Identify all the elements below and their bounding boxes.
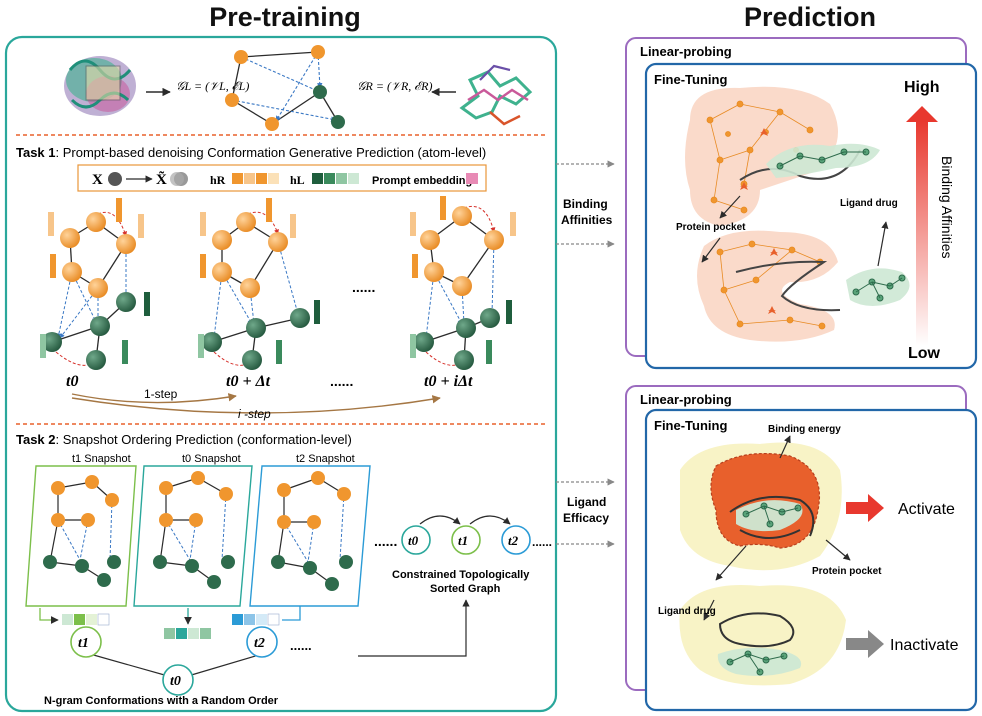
i-step-arrow [71, 395, 441, 414]
i-step-label: i -step [238, 407, 271, 421]
snapshot-label-t0: t0 Snapshot [182, 453, 241, 465]
binding-affinities-axis-label: Binding Affinities [939, 156, 955, 258]
ngram-ellipsis: ...... [290, 638, 312, 653]
panel2-linear-probing-label: Linear-probing [640, 392, 732, 407]
task1-graph-t0 [40, 198, 150, 370]
binding-energy-label: Binding energy [768, 424, 841, 435]
panel1-protein-pocket-label: Protein pocket [676, 222, 746, 233]
time-label-t0-dt: t0 + Δt [226, 373, 271, 390]
panel2-protein-inactive [679, 585, 846, 686]
chain-node-t1: t1 [458, 533, 468, 548]
panel2-protein-active [680, 442, 842, 571]
pretraining-title: Pre-training [209, 2, 361, 32]
svg-text:X̃: X̃ [156, 171, 167, 188]
task1-ellipsis-1: ...... [352, 279, 375, 295]
ngram-structure [39, 599, 470, 696]
sorted-chain [401, 515, 531, 555]
protein-structure-image [64, 56, 136, 116]
pretraining-frame [4, 35, 558, 713]
snapshot-label-t2: t2 Snapshot [296, 453, 355, 465]
time-label-t0-idt: t0 + iΔt [424, 373, 473, 390]
prediction-title: Prediction [743, 2, 877, 32]
time-label-t0: t0 [66, 373, 78, 390]
binding-energy-arrow [779, 435, 791, 459]
activate-label: Activate [898, 501, 955, 518]
ngram-node-t0: t0 [170, 674, 181, 689]
snapshot-graph-t0 [153, 471, 235, 589]
activate-arrow [846, 494, 884, 522]
task2-ellipsis-1: ...... [374, 533, 397, 549]
svg-text:hR: hR [210, 173, 226, 187]
panel2-pocket-arrow [825, 539, 851, 561]
panel1-ligand-drug-label: Ligand drug [840, 198, 898, 209]
task1-graph-t0-idt [410, 196, 516, 370]
panel1-pocket-arrow-1 [719, 195, 741, 219]
panel1-pocket-arrow-2 [701, 237, 721, 263]
svg-text:X: X [92, 172, 103, 188]
receptor-graph-formula: 𝒢R = (𝒱R, ℰR) [357, 79, 433, 93]
high-label: High [904, 79, 940, 96]
snapshot-label-t1: t1 Snapshot [72, 453, 131, 465]
one-step-arrow [71, 393, 237, 404]
task2-ellipsis-2: ...... [532, 535, 552, 549]
task1-legend: X X̃ hR hL Prompt embedding [77, 164, 487, 192]
ngram-node-t1: t1 [78, 636, 89, 651]
binding-affinities-label-2: Affinities [561, 213, 613, 227]
ngram-caption: N-gram Conformations with a Random Order [44, 695, 279, 707]
task1-ellipsis-2: ...... [330, 373, 353, 389]
binding-affinity-scale [906, 106, 938, 346]
one-step-label: 1-step [144, 387, 178, 401]
panel1-protein-upper [685, 86, 861, 226]
binding-affinities-label-1: Binding [563, 197, 608, 211]
ligand-graph-formula: 𝒢L = (𝒱L, ℰL) [176, 79, 249, 93]
task1-label: Task 1: Prompt-based denoising Conformat… [16, 145, 486, 160]
panel2-ligand-arrow-2 [703, 599, 715, 621]
panel1-linear-probing-label: Linear-probing [640, 44, 732, 59]
panel2-fine-tuning-label: Fine-Tuning [654, 418, 727, 433]
snapshot-frame-t1 [25, 465, 137, 607]
panel1-protein-lower [697, 230, 841, 342]
snapshot-frame-t2 [249, 465, 371, 607]
snapshot-frame-t0 [133, 465, 253, 607]
panel1-ligand-free [846, 268, 910, 306]
task2-label: Task 2: Snapshot Ordering Prediction (co… [16, 432, 352, 447]
inactivate-arrow [846, 630, 884, 658]
svg-text:hL: hL [290, 173, 305, 187]
snapshot-graph-t2 [271, 471, 353, 591]
panel1-fine-tuning-label: Fine-Tuning [654, 72, 727, 87]
panel2-ligand-drug-label: Ligand drug [658, 606, 716, 617]
ligand-efficacy-label-1: Ligand [567, 495, 606, 509]
panel2-protein-pocket-label: Protein pocket [812, 566, 882, 577]
heterograph-top [225, 45, 345, 131]
chain-node-t2: t2 [508, 533, 519, 548]
ligand-efficacy-label-2: Efficacy [563, 511, 609, 525]
chain-node-t0: t0 [408, 533, 419, 548]
sorted-graph-label-1: Constrained Topologically [392, 569, 530, 581]
inactivate-label: Inactivate [890, 637, 959, 654]
snapshot-graph-t1 [43, 475, 121, 587]
panel2-ligand-arrow-1 [715, 545, 747, 581]
low-label: Low [908, 345, 941, 362]
ngram-node-t2: t2 [254, 636, 265, 651]
ligand-structure-image [459, 64, 533, 126]
svg-text:Prompt embedding: Prompt embedding [372, 175, 472, 187]
panel1-ligand-bound [766, 143, 880, 178]
sorted-graph-label-2: Sorted Graph [430, 583, 501, 595]
task1-graph-t0-dt [198, 198, 320, 370]
panel1-ligand-arrow [877, 221, 889, 267]
